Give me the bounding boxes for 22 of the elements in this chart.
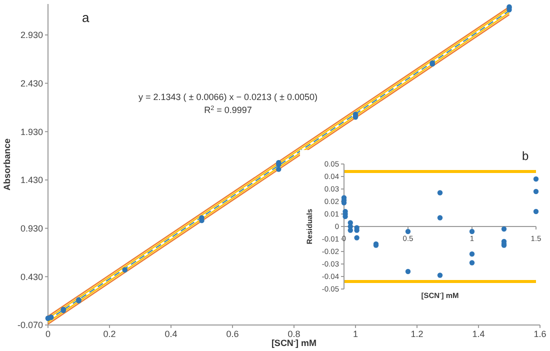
x-axis-title: [SCN$^{-}$] mM bbox=[271, 338, 317, 348]
chart-title: b bbox=[522, 149, 529, 163]
y-tick-label: 1.430 bbox=[20, 175, 43, 186]
x-tick-label: 0.2 bbox=[103, 329, 116, 339]
y-tick-label: 2.430 bbox=[20, 78, 43, 88]
x-tick-label: 1.4 bbox=[472, 329, 485, 339]
text: a bbox=[82, 10, 90, 25]
y-tick-label: -0.070 bbox=[17, 320, 43, 330]
x-tick-label: 1.2 bbox=[410, 329, 424, 339]
annotation: y = 2.1343 ( ± 0.0066) x − 0.0213 ( ± 0.0050) bbox=[138, 92, 318, 102]
annotation: R$^{2}$ = 0.9997 bbox=[204, 104, 252, 115]
x-tick-label: 0.6 bbox=[226, 329, 239, 339]
x-tick-label: 0.4 bbox=[164, 329, 178, 339]
y-tick-label: 2.930 bbox=[20, 30, 43, 40]
x-tick-label: 1 bbox=[352, 329, 358, 339]
y-tick-label: 0.930 bbox=[20, 223, 43, 234]
y-tick-label: 1.930 bbox=[20, 126, 43, 137]
y-axis-title: Absorbance bbox=[2, 138, 12, 191]
x-tick-label: 0 bbox=[45, 329, 51, 339]
y-tick-label: 0.430 bbox=[20, 272, 43, 282]
x-tick-label: 0.8 bbox=[288, 329, 300, 339]
x-tick-label: 1.6 bbox=[534, 329, 546, 339]
